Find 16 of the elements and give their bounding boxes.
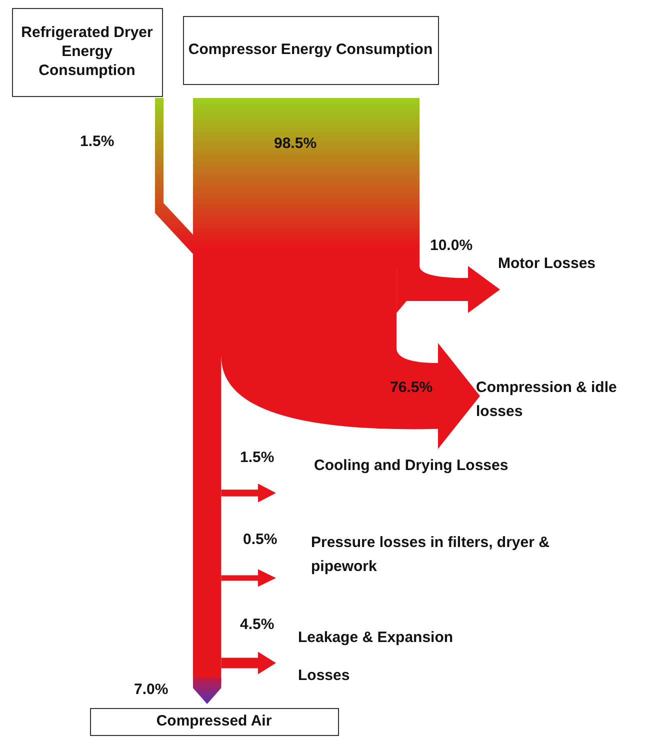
data-label: 1.5%	[80, 133, 114, 150]
category-label: Refrigerated Dryer Energy Consumption	[21, 24, 154, 80]
data-label: 0.5%	[243, 531, 278, 548]
data-label: 7.0%	[134, 681, 168, 698]
data-label: 1.5%	[240, 449, 274, 466]
category-label: Pressure losses in filters, dryer & pipework	[311, 534, 550, 576]
category-label: Cooling and Drying Losses	[314, 457, 508, 474]
data-label: 10.0%	[430, 237, 473, 254]
category-label: Motor Losses	[498, 255, 596, 272]
category-label: Compressor Energy Consumption	[188, 41, 433, 58]
category-label: Compressed Air	[156, 712, 272, 730]
category-label: Leakage & Expansion Losses	[298, 629, 454, 684]
data-label: 4.5%	[240, 616, 274, 634]
data-label: 98.5%	[274, 135, 317, 152]
data-label: 76.5%	[390, 379, 433, 396]
category-label: Compression & idle losses	[476, 379, 617, 420]
